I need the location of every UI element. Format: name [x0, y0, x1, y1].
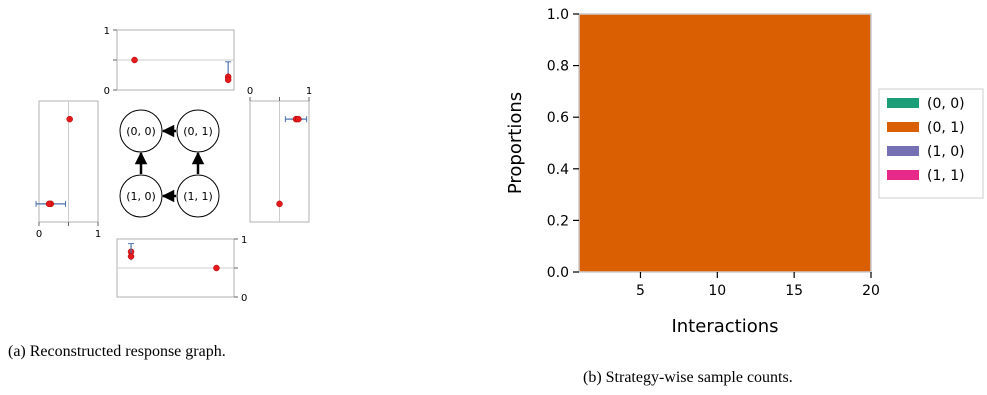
mini-tick-label: 1 [306, 86, 312, 97]
y-tick-label: 1.0 [547, 7, 569, 23]
x-axis-label: Interactions [671, 316, 778, 337]
y-tick-label: 0.0 [547, 265, 569, 281]
mini-tick-label: 1 [241, 235, 247, 246]
mini-point [213, 264, 220, 272]
proportions-chart: 0.0 0.2 0.4 0.6 0.8 1.0 5 10 15 20 Interactions Pro… [505, 7, 984, 337]
y-axis-label: Proportions [505, 92, 526, 194]
y-tick-label: 0.8 [547, 59, 569, 75]
legend-swatch [887, 98, 919, 108]
legend-swatch [887, 170, 919, 180]
mini-tick-label: 0 [241, 293, 247, 304]
y-tick-label: 0.4 [547, 162, 569, 178]
mini-point [127, 253, 135, 260]
x-tick-label: 20 [862, 283, 880, 299]
mini-point [45, 200, 53, 208]
mini-tick-label: 1 [104, 26, 110, 37]
y-tick-label: 0.2 [547, 213, 569, 229]
legend-label: (1, 1) [927, 168, 965, 184]
x-tick-label: 15 [785, 283, 803, 299]
mini-point [66, 115, 73, 123]
legend-label: (0, 1) [927, 120, 965, 136]
mini-tick-label: 0 [104, 86, 110, 97]
caption-a: (a) Reconstructed response graph. [8, 343, 226, 360]
area-01 [579, 14, 871, 272]
node-label: (0, 0) [126, 125, 156, 138]
mini-point [276, 200, 283, 208]
caption-b: (b) Strategy-wise sample counts. [583, 369, 793, 386]
legend-swatch [887, 146, 919, 156]
mini-tick-label: 0 [36, 229, 42, 240]
response-graph: (0, 0) (0, 1) (1, 0) (1, 1) 1 0 0 1 0 1 1 0 [35, 26, 312, 304]
y-tick-label: 0.6 [547, 110, 569, 126]
node-label: (1, 0) [126, 190, 156, 203]
mini-point [224, 76, 232, 84]
mini-point [131, 56, 138, 64]
mini-point [295, 115, 302, 123]
node-n11 [176, 174, 220, 218]
x-tick-label: 10 [708, 283, 726, 299]
node-label: (0, 1) [183, 125, 213, 138]
legend-swatch [887, 122, 919, 132]
legend-label: (0, 0) [927, 96, 965, 112]
x-tick-label: 5 [636, 283, 645, 299]
legend-label: (1, 0) [927, 144, 965, 160]
plot-frame [578, 13, 872, 273]
mini-tick-label: 1 [95, 229, 101, 240]
node-label: (1, 1) [183, 190, 213, 203]
mini-tick-label: 0 [247, 86, 253, 97]
